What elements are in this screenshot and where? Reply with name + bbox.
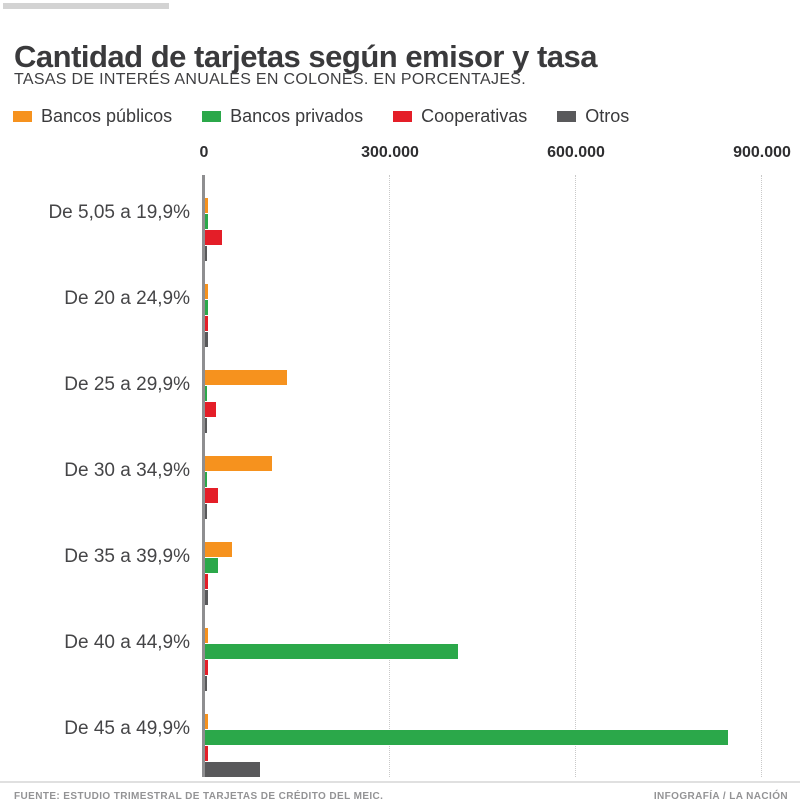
bar-bancos-privados	[205, 558, 219, 573]
bar-cooperativas	[205, 316, 208, 331]
bar-cooperativas	[205, 402, 216, 417]
chart-row: De 5,05 a 19,9%	[0, 175, 800, 261]
footer-source: FUENTE: ESTUDIO TRIMESTRAL DE TARJETAS D…	[14, 791, 384, 802]
bar-bancos-privados	[205, 730, 728, 745]
bar-group	[205, 456, 272, 520]
category-label: De 5,05 a 19,9%	[48, 202, 190, 223]
bar-cooperativas	[205, 660, 208, 675]
bar-bancos-privados	[205, 300, 209, 315]
category-label: De 20 a 24,9%	[64, 288, 190, 309]
footer-credit: INFOGRAFÍA / LA NACIÓN	[653, 791, 788, 802]
chart-row: De 30 a 34,9%	[0, 433, 800, 519]
chart-row: De 40 a 44,9%	[0, 605, 800, 691]
bar-cooperativas	[205, 230, 222, 245]
bar-bancos-públicos	[205, 714, 209, 729]
bar-bancos-públicos	[205, 456, 272, 471]
bar-group	[205, 284, 209, 348]
chart-row: De 35 a 39,9%	[0, 519, 800, 605]
legend-label: Cooperativas	[421, 105, 528, 126]
decorative-top-bar	[3, 3, 169, 9]
legend-item-4: Otros	[557, 106, 629, 127]
chart-subtitle: TASAS DE INTERÉS ANUALES EN COLONES. EN …	[14, 71, 527, 88]
chart-row: De 25 a 29,9%	[0, 347, 800, 433]
category-label: De 45 a 49,9%	[64, 718, 190, 739]
y-axis-line	[202, 175, 205, 777]
bar-bancos-privados	[205, 644, 458, 659]
category-label: De 40 a 44,9%	[64, 632, 190, 653]
gridline	[389, 175, 390, 777]
bar-bancos-públicos	[205, 542, 232, 557]
category-label: De 25 a 29,9%	[64, 374, 190, 395]
bar-otros	[205, 332, 208, 347]
legend-item-2: Bancos privados	[202, 106, 363, 127]
bar-group	[205, 542, 232, 606]
legend-swatch-icon	[393, 110, 413, 122]
bar-bancos-públicos	[205, 198, 209, 213]
gridline	[761, 175, 762, 777]
x-tick-label: 900.000	[733, 144, 791, 161]
bar-group	[205, 370, 287, 434]
legend-item-3: Cooperativas	[393, 106, 527, 127]
category-label: De 35 a 39,9%	[64, 546, 190, 567]
bar-bancos-públicos	[205, 628, 208, 643]
category-label: De 30 a 34,9%	[64, 460, 190, 481]
legend-label: Bancos privados	[230, 105, 364, 126]
bar-otros	[205, 590, 208, 605]
x-tick-label: 0	[199, 144, 209, 161]
bar-bancos-públicos	[205, 370, 287, 385]
legend-swatch-icon	[202, 110, 222, 122]
chart-row: De 45 a 49,9%	[0, 691, 800, 777]
bar-cooperativas	[205, 746, 209, 761]
bar-otros	[205, 676, 207, 691]
bar-group	[205, 628, 458, 692]
page-title: Cantidad de tarjetas según emisor y tasa	[14, 38, 598, 74]
legend-swatch-icon	[13, 110, 32, 122]
legend-swatch-icon	[557, 110, 577, 122]
x-tick-label: 600.000	[547, 144, 605, 161]
footer: FUENTE: ESTUDIO TRIMESTRAL DE TARJETAS D…	[0, 781, 800, 811]
x-axis-ticks: 0 300.000 600.000 900.000	[0, 144, 800, 168]
bar-otros	[205, 418, 207, 433]
bar-otros	[205, 762, 261, 777]
bar-bancos-privados	[205, 386, 208, 401]
bar-bancos-públicos	[205, 284, 209, 299]
bar-cooperativas	[205, 574, 208, 589]
chart-row: De 20 a 24,9%	[0, 261, 800, 347]
bar-otros	[205, 246, 208, 261]
bar-cooperativas	[205, 488, 219, 503]
x-tick-label: 300.000	[361, 144, 419, 161]
bar-bancos-privados	[205, 472, 208, 487]
legend: Bancos públicos Bancos privados Cooperativ…	[13, 106, 629, 126]
bar-bancos-privados	[205, 214, 208, 229]
bar-group	[205, 714, 728, 778]
legend-label: Bancos públicos	[41, 105, 173, 126]
bar-otros	[205, 504, 207, 519]
gridline	[575, 175, 576, 777]
bar-chart: De 5,05 a 19,9% De 20 a 24,9% De 25 a 29,9…	[0, 175, 800, 777]
legend-item-1: Bancos públicos	[13, 106, 172, 127]
bar-group	[205, 198, 222, 262]
legend-label: Otros	[585, 105, 630, 126]
